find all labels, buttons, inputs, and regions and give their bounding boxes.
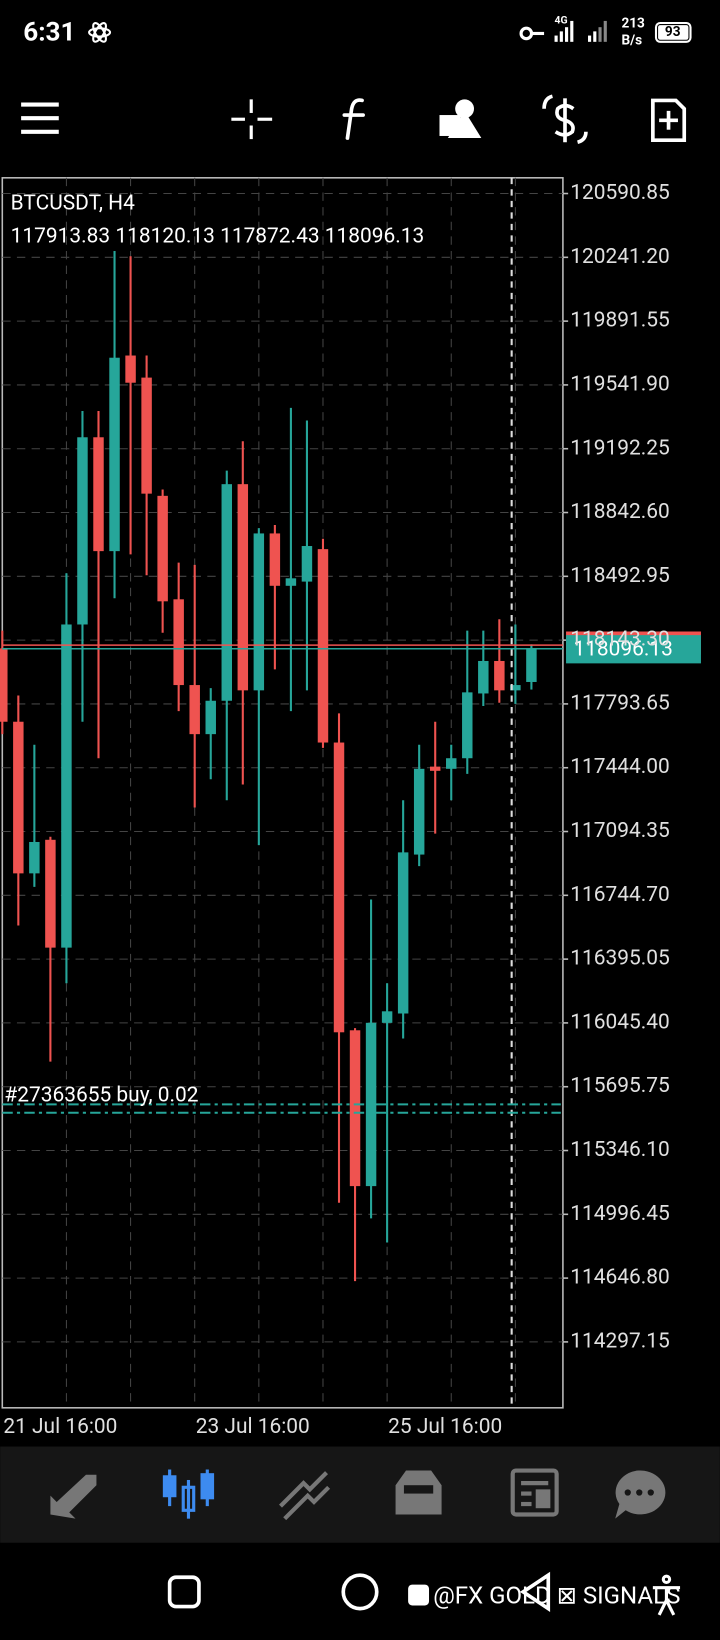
candle-body (109, 357, 120, 552)
y-tick-label: 117094.35 (570, 819, 670, 843)
trade-button[interactable] (542, 94, 588, 145)
x-tick-label: 25 Jul 16:00 (388, 1415, 502, 1439)
candle-body (381, 1011, 393, 1023)
candle-body (13, 721, 24, 874)
candle-body (29, 841, 40, 874)
candle-body (77, 437, 88, 625)
candle-body (510, 685, 521, 691)
accessibility-icon (652, 1574, 681, 1616)
news-tab[interactable] (510, 1468, 559, 1517)
candle-body (189, 685, 200, 735)
history-tab[interactable] (395, 1470, 442, 1515)
atom-icon (88, 22, 112, 43)
candle-body (397, 852, 409, 1014)
candle-body (221, 484, 233, 701)
candle-body (494, 660, 505, 691)
candle-body (413, 768, 425, 855)
y-tick-label: 114996.45 (570, 1202, 670, 1226)
y-tick-label: 115346.10 (570, 1138, 670, 1162)
candle-body (173, 599, 184, 686)
candle-body (478, 660, 489, 694)
watermark: @FX GOLD ⊠ SIGNALS (433, 1581, 680, 1609)
ohlc-low: 117872.43 (220, 224, 320, 248)
trade-label: #27363655 buy, 0.02 (4, 1084, 198, 1108)
chart-tab[interactable] (162, 1469, 215, 1519)
battery-fill (658, 25, 689, 40)
network-type: 4G (555, 14, 568, 27)
y-tick-label: 119541.90 (570, 372, 670, 396)
battery-outline (654, 21, 692, 43)
candle-body (253, 533, 265, 691)
overlays: 118096.13 #27363655 buy, 0.02 (2, 631, 701, 1114)
y-tick-label: 118492.95 (570, 564, 670, 588)
candle-body (0, 648, 8, 722)
y-tick-label: 115695.75 (570, 1074, 670, 1098)
y-tick-label: 117793.65 (570, 691, 670, 715)
candle-body (429, 766, 441, 771)
candle-body (526, 648, 537, 682)
y-tick-label: 117444.00 (570, 755, 670, 779)
ohlc-header: 117913.83 118120.13 117872.43 118096.13 (11, 224, 425, 248)
candle-body (141, 377, 152, 494)
candle-body (93, 437, 104, 552)
menu-button[interactable] (21, 102, 59, 134)
y-tick-label: 118842.60 (570, 500, 670, 524)
net-speed: 213 (621, 16, 645, 32)
bottom-nav (0, 1446, 720, 1543)
price-tag-label: 118096.13 (573, 637, 673, 661)
y-tick-label: 120590.85 (570, 181, 670, 205)
signal-icons (554, 20, 607, 42)
candle-body (285, 578, 297, 586)
candle-body (157, 495, 168, 602)
trade-tab[interactable] (279, 1471, 331, 1521)
x-tick-label: 21 Jul 16:00 (3, 1415, 117, 1439)
y-tick-label: 114646.80 (570, 1266, 670, 1290)
candle-body (61, 624, 72, 948)
y-tick-label: 116744.70 (570, 883, 670, 907)
candle-body (462, 692, 473, 759)
candle-body (446, 758, 457, 769)
candle-body (301, 546, 313, 582)
y-tick-label: 116395.05 (570, 947, 670, 971)
quotes-tab[interactable] (50, 1474, 97, 1519)
facebook-icon (408, 1584, 430, 1606)
price-tag (566, 635, 701, 664)
back-button[interactable] (519, 1571, 551, 1613)
candle-body (45, 839, 56, 948)
indicators-button[interactable] (342, 98, 365, 140)
ohlc-open: 117913.83 (11, 224, 111, 248)
chart-title: BTCUSDT, H4 (11, 191, 135, 215)
chat-tab[interactable] (615, 1470, 666, 1519)
candle-body (349, 1030, 361, 1187)
grid (2, 177, 569, 1408)
y-tick-label: 119891.55 (570, 309, 670, 333)
candle-body (333, 742, 345, 1033)
home-button[interactable] (341, 1573, 379, 1611)
chart-frame (1, 177, 564, 1409)
candle-body (269, 533, 281, 586)
y-tick-label: 118143.30 (570, 628, 670, 652)
key-icon (519, 26, 545, 41)
candle-body (125, 355, 136, 383)
objects-button[interactable] (439, 99, 482, 139)
clock: 6:31 (23, 17, 75, 47)
ohlc-high: 118120.13 (115, 224, 215, 248)
x-tick-label: 23 Jul 16:00 (196, 1415, 310, 1439)
ohlc-close: 118096.13 (325, 224, 425, 248)
battery-level: 93 (665, 24, 681, 40)
recents-button[interactable] (167, 1575, 201, 1609)
y-tick-label: 119192.25 (570, 436, 670, 460)
y-tick-label: 114297.15 (570, 1329, 670, 1353)
net-speed-unit: B/s (621, 32, 642, 48)
y-tick-label: 120241.20 (570, 245, 670, 269)
candle-body (205, 700, 216, 735)
new-order-button[interactable] (651, 98, 687, 142)
y-tick-label: 116045.40 (570, 1010, 670, 1034)
crosshair-button[interactable] (231, 99, 273, 140)
candle-body (237, 484, 249, 691)
